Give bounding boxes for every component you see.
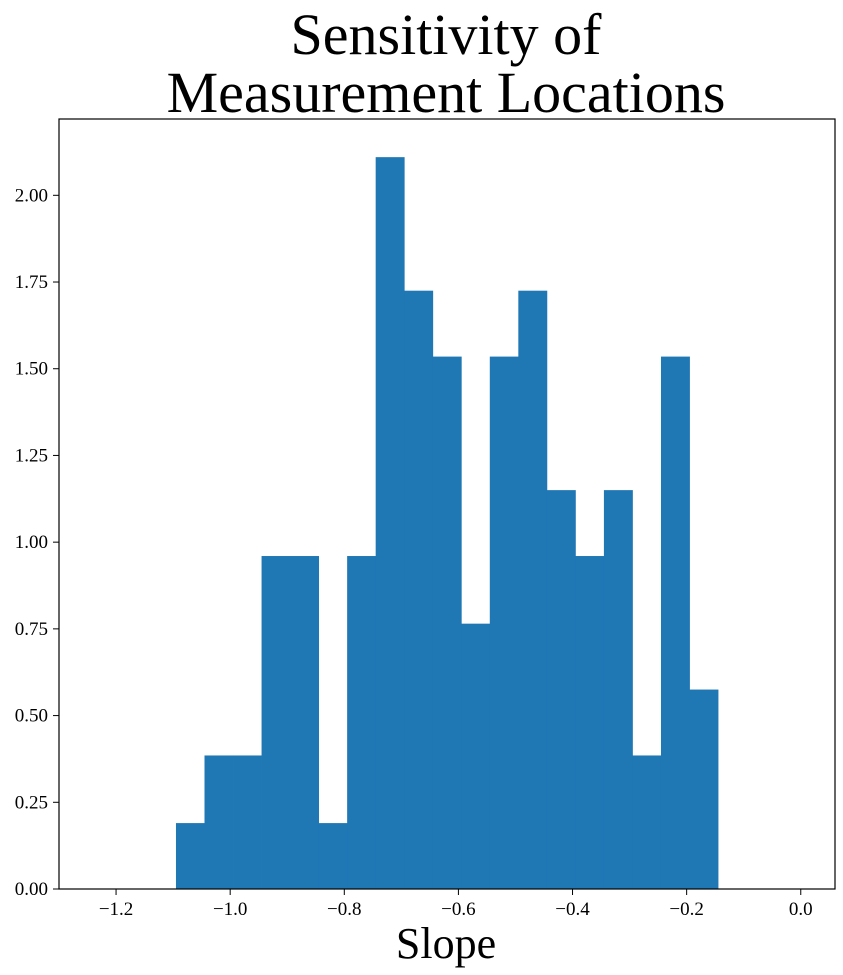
chart-title-line-2: Measurement Locations [167, 60, 726, 125]
x-tick-label-4: −0.4 [555, 899, 590, 920]
histogram-bar-7 [375, 157, 405, 890]
histogram-bar-0 [175, 823, 205, 889]
y-tick-label-5: 1.25 [15, 445, 48, 466]
histogram-bar-9 [432, 356, 462, 889]
x-axis-label: Slope [396, 919, 496, 968]
histogram-bar-4 [290, 556, 320, 889]
histogram-bar-15 [603, 490, 633, 889]
x-tick-label-2: −0.8 [327, 899, 361, 920]
histogram-bar-6 [347, 556, 377, 889]
y-tick-label-0: 0.00 [15, 879, 48, 900]
plot-area-frame [58, 118, 836, 890]
histogram-bar-16 [632, 755, 662, 889]
histogram-bar-18 [689, 689, 719, 889]
y-tick-label-8: 2.00 [15, 185, 48, 206]
x-tick-label-3: −0.6 [441, 899, 475, 920]
y-tick-label-3: 0.75 [15, 619, 48, 640]
histogram-bar-13 [546, 490, 576, 889]
histogram-bar-11 [489, 356, 519, 889]
histogram-bar-5 [318, 823, 348, 889]
x-axis-ticks: −1.2 −1.0 −0.8 −0.6 −0.4 −0.2 0.0 [99, 889, 813, 920]
y-tick-label-2: 0.50 [15, 706, 48, 727]
histogram-bar-10 [461, 623, 491, 889]
y-axis-ticks: 0.00 0.25 0.50 0.75 1.00 1.25 1.50 1.75 2.00 [15, 185, 59, 900]
y-tick-label-7: 1.75 [15, 272, 48, 293]
histogram-bar-14 [575, 556, 605, 889]
y-tick-label-4: 1.00 [15, 532, 48, 553]
histogram-bar-17 [660, 356, 690, 889]
x-tick-label-1: −1.0 [213, 899, 247, 920]
x-tick-label-6: 0.0 [789, 899, 813, 920]
histogram-bar-12 [518, 290, 548, 889]
y-tick-label-1: 0.25 [15, 792, 48, 813]
x-tick-label-0: −1.2 [99, 899, 133, 920]
x-tick-label-5: −0.2 [669, 899, 703, 920]
histogram-bar-3 [261, 556, 291, 889]
histogram-bar-1 [204, 755, 234, 889]
chart-title-line-1: Sensitivity of [291, 2, 603, 67]
histogram-bar-8 [404, 290, 434, 889]
histogram-bar-2 [233, 755, 262, 889]
y-tick-label-6: 1.50 [15, 359, 48, 380]
histogram-bars [175, 157, 719, 890]
